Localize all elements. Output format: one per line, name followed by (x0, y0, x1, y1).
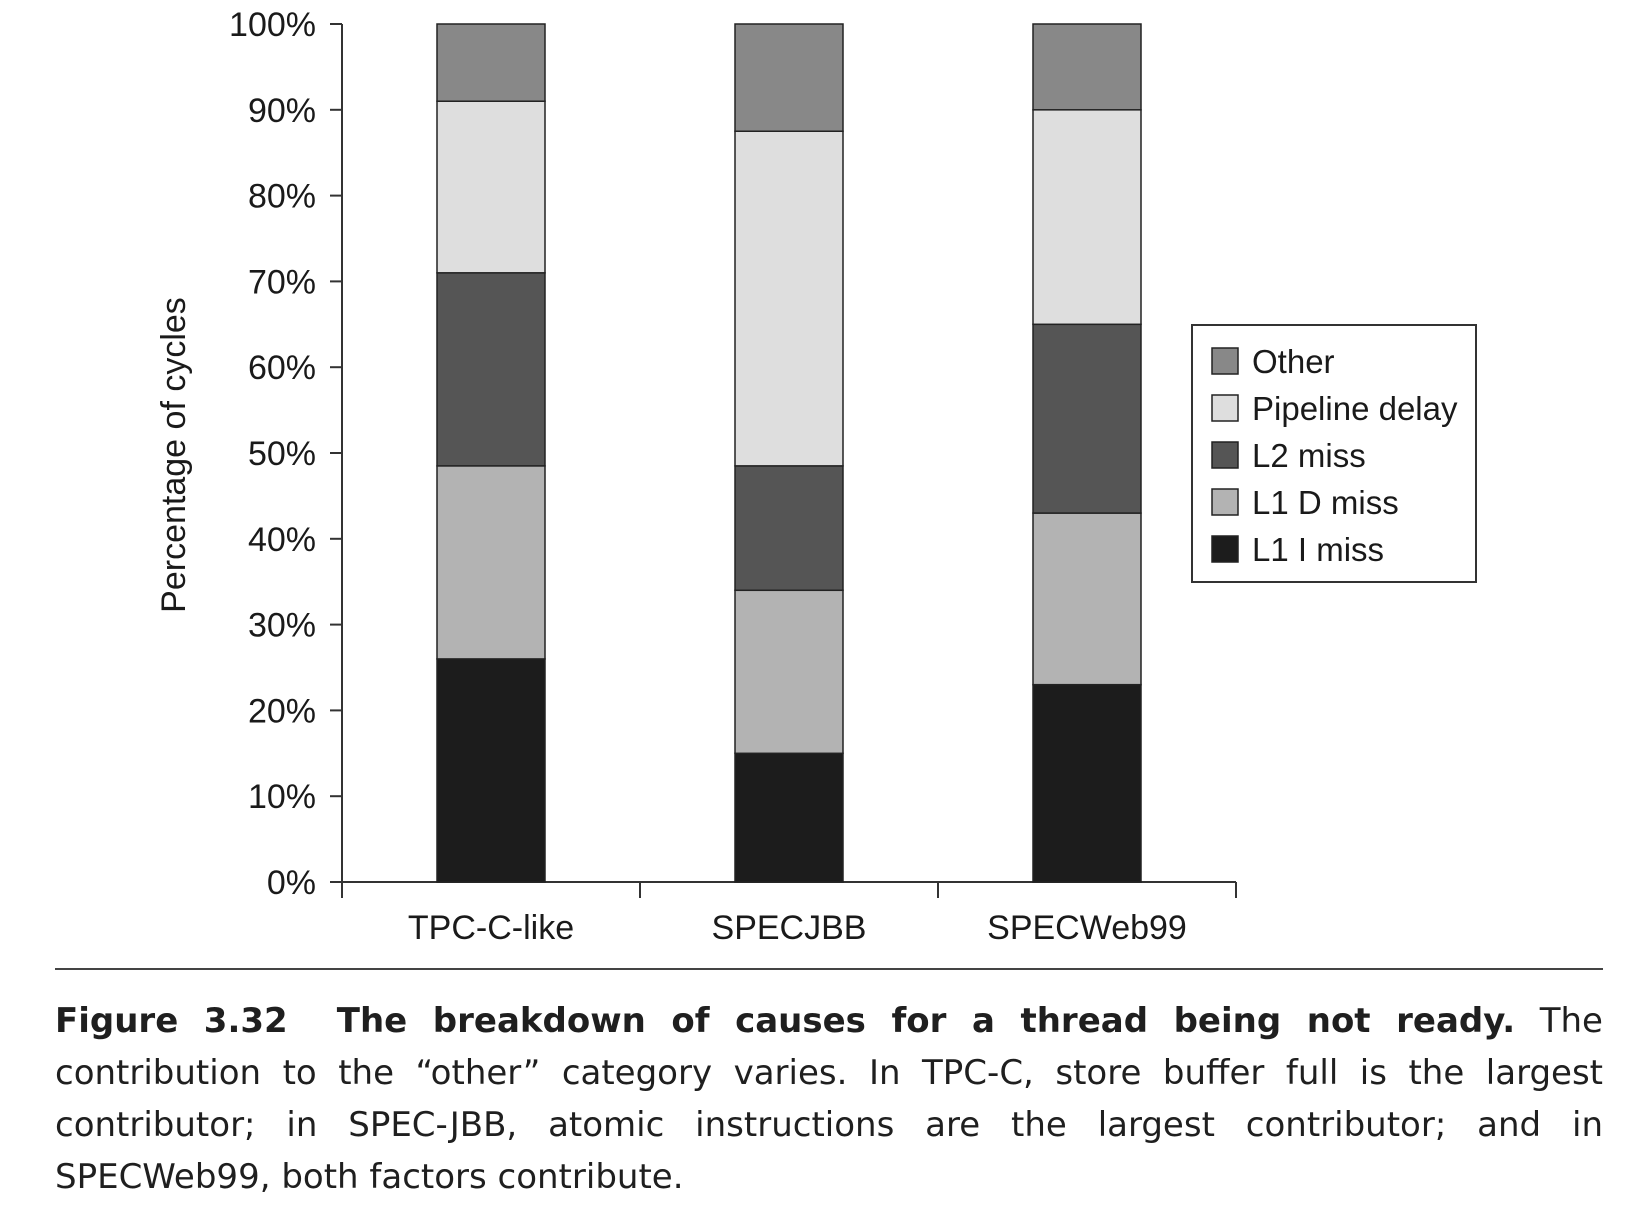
caption-divider (55, 968, 1603, 970)
bar-segment (1032, 323, 1142, 514)
bar-segment (1032, 23, 1142, 111)
legend-swatch (1211, 347, 1239, 375)
x-axis: TPC-C-like SPECJBB SPECWeb99 (341, 881, 1237, 947)
bar-segment (734, 465, 844, 592)
figure-caption-text: The contribution to the “other” category… (55, 1001, 1603, 1197)
y-tick-label: 80% (248, 178, 316, 216)
bar-segment (436, 272, 546, 467)
y-axis: 0% 10% 20% 30% 40% 50% 60% 70% 80% 90% 100% (229, 6, 343, 902)
bars (436, 23, 1142, 883)
y-tick-label: 10% (248, 778, 316, 816)
legend-box (1191, 324, 1477, 583)
y-tick-label: 90% (248, 92, 316, 130)
figure-caption: Figure 3.32 The breakdown of causes for … (55, 995, 1603, 1203)
legend-label: L2 miss (1252, 437, 1366, 474)
bar-segment (734, 752, 844, 883)
bar-segment (1032, 109, 1142, 326)
y-tick-label: 0% (267, 864, 316, 902)
y-tick-label: 100% (229, 6, 316, 44)
legend-swatch (1211, 441, 1239, 469)
legend-label: Pipeline delay (1252, 390, 1458, 427)
bar-segment (1032, 683, 1142, 883)
legend-swatch (1211, 488, 1239, 516)
y-axis-label: Percentage of cycles (155, 297, 193, 613)
legend-label: Other (1252, 343, 1335, 380)
bar-segment (436, 23, 546, 102)
bar-segment (436, 100, 546, 274)
bar-segment (734, 589, 844, 755)
bar-segment (734, 23, 844, 132)
y-tick-label: 40% (248, 521, 316, 559)
legend: Other Pipeline delay L2 miss L1 D miss L1 I … (1191, 324, 1477, 583)
legend-swatch (1211, 394, 1239, 422)
y-tick-label: 60% (248, 349, 316, 387)
x-tick-label: SPECWeb99 (987, 909, 1187, 947)
y-tick-label: 20% (248, 692, 316, 730)
figure-label: Figure 3.32 (55, 1001, 288, 1041)
bar-segment (734, 130, 844, 467)
figure-title: The breakdown of causes for a thread bei… (336, 1001, 1516, 1041)
legend-swatch (1211, 535, 1239, 563)
y-tick-label: 30% (248, 607, 316, 645)
bar-segment (436, 465, 546, 660)
y-tick-label: 70% (248, 263, 316, 301)
bar-segment (436, 658, 546, 883)
x-tick-label: TPC-C-like (408, 909, 574, 947)
bar-segment (1032, 512, 1142, 686)
stacked-bar-chart: 0% 10% 20% 30% 40% 50% 60% 70% 80% 90% 100% TPC-C-… (155, 6, 1477, 947)
legend-label: L1 I miss (1252, 531, 1384, 568)
y-tick-label: 50% (248, 435, 316, 473)
x-tick-label: SPECJBB (712, 909, 867, 947)
legend-label: L1 D miss (1252, 484, 1399, 521)
